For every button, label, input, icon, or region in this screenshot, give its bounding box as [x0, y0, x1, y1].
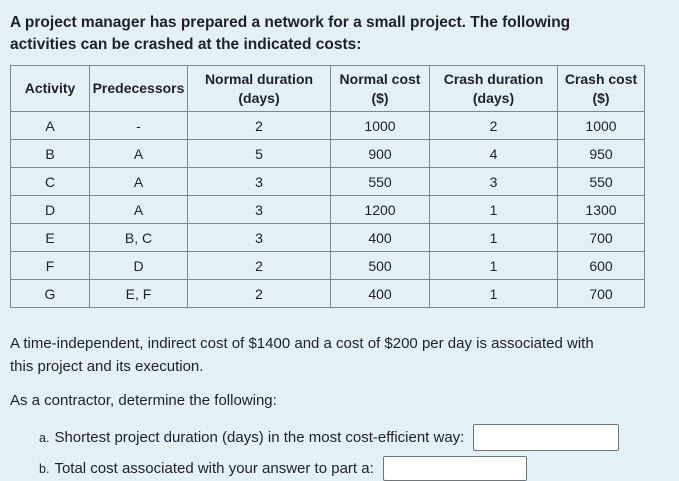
cell-normal-duration: 2	[187, 279, 331, 308]
crash-costs-table: Activity Predecessors Normal duration (d…	[10, 65, 645, 308]
header-normal-cost: Normal cost ($)	[330, 65, 430, 112]
cell-crash-cost: 700	[557, 223, 645, 252]
cell-predecessors: D	[89, 251, 188, 280]
cell-crash-cost: 600	[557, 251, 645, 280]
cell-normal-duration: 3	[187, 195, 331, 224]
cell-crash-duration: 1	[429, 223, 558, 252]
cell-activity: G	[10, 279, 90, 308]
table-row: G E, F 2 400 1 700	[10, 279, 645, 308]
cell-crash-duration: 2	[429, 111, 558, 140]
cell-crash-duration: 4	[429, 139, 558, 168]
cell-predecessors: A	[89, 167, 188, 196]
cell-activity: B	[10, 139, 90, 168]
question-a-marker: a.	[39, 430, 50, 445]
header-activity: Activity	[10, 65, 90, 112]
header-crash-duration: Crash duration (days)	[429, 65, 558, 112]
cell-normal-cost: 1200	[330, 195, 430, 224]
cell-normal-cost: 550	[330, 167, 430, 196]
problem-statement-line2: activities can be crashed at the indicat…	[10, 35, 362, 53]
cell-normal-duration: 3	[187, 223, 331, 252]
cell-activity: F	[10, 251, 90, 280]
cell-crash-duration: 1	[429, 279, 558, 308]
header-predecessors: Predecessors	[89, 65, 188, 112]
question-a-row: a. Shortest project duration (days) in t…	[10, 424, 669, 451]
table-row: B A 5 900 4 950	[10, 139, 645, 168]
cell-crash-cost: 700	[557, 279, 645, 308]
contractor-instruction: As a contractor, determine the following…	[10, 392, 277, 409]
question-b-label: Total cost associated with your answer t…	[54, 460, 374, 477]
cell-predecessors: E, F	[89, 279, 188, 308]
cell-normal-cost: 400	[330, 279, 430, 308]
cell-normal-duration: 3	[187, 167, 331, 196]
cell-crash-duration: 1	[429, 251, 558, 280]
answer-a-input[interactable]	[473, 424, 620, 451]
header-normal-duration: Normal duration (days)	[187, 65, 331, 112]
cell-predecessors: A	[89, 139, 188, 168]
table-header-row: Activity Predecessors Normal duration (d…	[10, 65, 645, 112]
cell-normal-duration: 5	[187, 139, 331, 168]
problem-statement-line1: A project manager has prepared a network…	[10, 14, 571, 31]
cell-activity: C	[10, 167, 90, 196]
cell-crash-cost: 1300	[557, 195, 645, 224]
cell-crash-duration: 3	[429, 167, 558, 196]
cell-predecessors: B, C	[89, 223, 188, 252]
questions-list: a. Shortest project duration (days) in t…	[10, 424, 669, 481]
table-row: C A 3 550 3 550	[10, 167, 645, 196]
cell-crash-cost: 550	[557, 167, 645, 196]
cell-normal-duration: 2	[187, 111, 331, 140]
cell-crash-cost: 1000	[557, 111, 645, 140]
table-row: E B, C 3 400 1 700	[10, 223, 645, 252]
cost-note: A time-independent, indirect cost of $14…	[10, 333, 669, 378]
cell-normal-cost: 1000	[330, 111, 430, 140]
answer-b-input[interactable]	[382, 456, 527, 481]
cost-note-line2: this project and its execution.	[10, 357, 204, 375]
cell-normal-cost: 900	[330, 139, 430, 168]
table-row: D A 3 1200 1 1300	[10, 195, 645, 224]
cell-predecessors: -	[89, 111, 188, 140]
question-b-marker: b.	[39, 461, 50, 476]
cell-crash-cost: 950	[557, 139, 645, 168]
header-crash-cost: Crash cost ($)	[557, 65, 645, 112]
cell-activity: A	[10, 111, 90, 140]
cell-activity: D	[10, 195, 90, 224]
cell-normal-duration: 2	[187, 251, 331, 280]
question-b-row: b. Total cost associated with your answe…	[10, 456, 669, 481]
cell-normal-cost: 400	[330, 223, 430, 252]
cell-crash-duration: 1	[429, 195, 558, 224]
cost-note-line1: A time-independent, indirect cost of $14…	[10, 335, 594, 352]
table-row: A - 2 1000 2 1000	[10, 111, 645, 140]
cell-normal-cost: 500	[330, 251, 430, 280]
problem-statement: A project manager has prepared a network…	[10, 12, 669, 55]
cell-predecessors: A	[89, 195, 188, 224]
cell-activity: E	[10, 223, 90, 252]
question-a-label: Shortest project duration (days) in the …	[54, 429, 465, 446]
table-row: F D 2 500 1 600	[10, 251, 645, 280]
